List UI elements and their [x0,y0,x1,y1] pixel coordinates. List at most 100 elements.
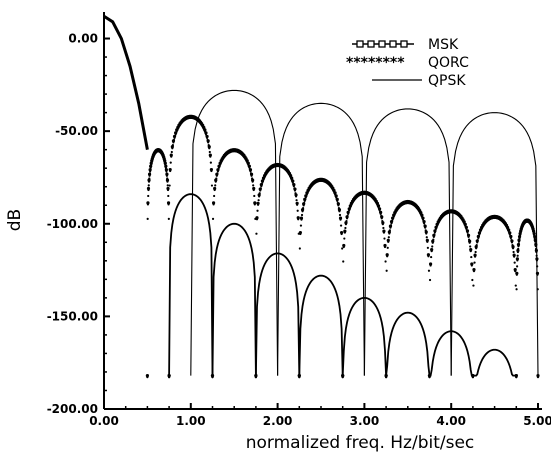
qorc-point [516,265,519,268]
qorc-point [292,184,295,188]
qorc-point [510,241,514,244]
qorc-point [166,180,169,183]
msk-lobe [472,348,517,377]
legend: MSK ******** QORC QPSK [346,37,469,89]
x-axis: 0.00 1.00 2.00 3.00 4.00 5.00 [89,403,551,428]
qorc-point [387,236,390,239]
qorc-point [465,227,468,230]
qorc-point [165,174,169,177]
qorc-point [429,264,432,267]
qorc-point [466,231,469,234]
qorc-point [425,236,428,239]
qorc-point [389,226,392,229]
msk-lobe [255,252,301,376]
qorc-point [303,199,306,202]
qorc-point [477,234,480,238]
qorc-point [516,259,519,262]
qorc-point [474,250,477,254]
qorc-point [148,174,151,177]
qorc-point [381,219,384,223]
qorc-point [345,219,348,223]
qorc-point [215,177,218,180]
qorc-point [335,197,338,201]
x-tick-label: 5.00 [523,414,551,428]
qorc-point [470,255,473,259]
qorc-point [256,203,260,206]
series-qorc [145,114,540,379]
qorc-point [299,232,302,236]
qorc-point [170,150,173,154]
qorc-point [168,184,171,187]
qorc-point [167,203,170,206]
qorc-point [469,245,472,248]
qorc-point [511,247,515,250]
qorc-point [207,141,210,144]
qorc-point [251,177,254,180]
qorc-point [472,284,475,287]
msk-lobe [385,311,431,376]
qorc-point [167,217,170,220]
qorc-point [171,143,174,147]
qorc-point [147,184,150,187]
qorc-point [252,184,255,187]
qorc-point [344,226,347,230]
qorc-point [206,138,209,142]
qorc-point [208,150,211,154]
qorc-point [383,237,386,240]
qorc-point [428,376,431,379]
qorc-point [389,224,393,227]
qorc-point [380,214,383,218]
qorc-point [214,180,217,183]
qorc-point [385,269,388,272]
qorc-point [339,218,342,221]
qorc-point [301,206,305,210]
qorc-point [534,240,537,243]
qorc-point [343,237,346,240]
qorc-point [294,192,297,195]
qorc-point [250,174,253,177]
qorc-point [427,269,431,272]
qorc-point [296,203,299,206]
qorc-point [248,168,252,171]
qpsk-lobe [363,108,452,376]
x-tick-label: 2.00 [263,414,293,428]
qorc-point [427,255,430,258]
qorc-point [173,136,176,140]
qorc-point [345,217,349,220]
legend-label: MSK [428,37,459,53]
qorc-point [248,166,251,169]
qorc-point [388,229,391,232]
qorc-point [167,194,170,198]
y-tick-label: -50.00 [55,124,98,138]
qorc-point [297,218,300,221]
qorc-point [256,209,259,212]
qorc-point [260,184,263,188]
qorc-point [148,172,151,175]
qorc-point [390,222,393,225]
qorc-point [337,206,341,210]
qorc-point [259,189,262,192]
qorc-point [390,220,394,223]
legend-square [356,40,364,48]
qorc-point [208,147,211,150]
qorc-point [513,261,516,264]
qorc-point [430,255,433,259]
qorc-point [165,172,168,175]
qorc-point [469,249,472,253]
qorc-point [384,260,387,263]
legend-item-qorc: ******** QORC [346,55,469,71]
qorc-point [149,170,152,173]
x-tick-label: 0.00 [89,414,119,428]
main-lobe [103,15,149,150]
qorc-point [293,189,297,192]
qorc-point [476,241,479,244]
x-tick-label: 1.00 [176,414,206,428]
qorc-point [249,170,252,173]
qorc-point [255,218,259,221]
qorc-point [378,209,381,212]
y-tick-label: -100.00 [47,217,98,231]
qorc-point [383,245,387,249]
qorc-point [341,376,344,379]
qorc-point [385,376,388,379]
qorc-point [146,217,149,220]
